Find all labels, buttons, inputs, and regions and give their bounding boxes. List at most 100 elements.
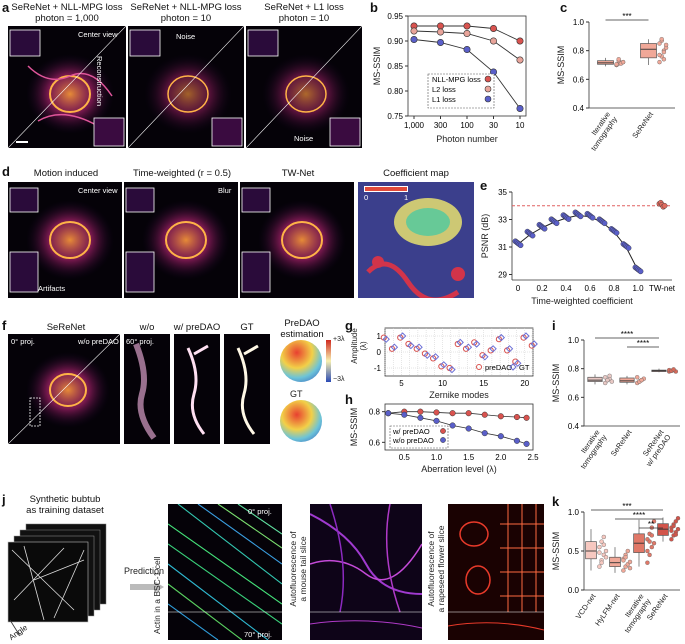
panel-label-d: d [2, 164, 10, 179]
c-ytick-label: 0.4 [573, 104, 585, 113]
panel-d-title-1: Motion induced [33, 168, 99, 179]
b-xlabel: Photon number [436, 134, 498, 144]
blur-label: Blur [218, 186, 232, 195]
k-point [597, 564, 602, 569]
panel-f-image-wo: 60° proj. [124, 334, 170, 444]
b-point [437, 38, 445, 46]
g-xtick-label: 10 [438, 379, 447, 388]
g-gt-point [398, 332, 407, 340]
h-point [497, 413, 504, 420]
panel-label-a: a [2, 0, 10, 15]
e-point [541, 225, 548, 232]
coefficient-map: 0 1 [358, 182, 474, 298]
i-category-label: Iterativetomography [572, 428, 609, 471]
c-ylabel: MS-SSIM [556, 46, 566, 85]
panel-label-b: b [370, 0, 378, 15]
k-point [645, 560, 650, 565]
b-xtick-label: 300 [434, 121, 448, 130]
noise-label-2: Noise [294, 134, 314, 143]
c-point [657, 59, 662, 65]
g-legend-marker [476, 364, 482, 370]
b-legend-entry: L2 loss [432, 85, 456, 94]
k-point [669, 537, 674, 542]
e-xtick-label: 0 [516, 284, 521, 293]
chart-h: 0.6 0.8 0.5 1.0 1.5 2.0 2.5 Aberration level (λ… [349, 403, 539, 474]
h-ytick-label: 0.6 [369, 438, 381, 447]
i-box [619, 377, 635, 383]
g-gt-point [464, 343, 473, 351]
k-point [669, 528, 674, 533]
panel-label-f: f [2, 318, 7, 333]
panel-d-image-3 [240, 182, 354, 298]
k-point [623, 555, 628, 560]
panel-f-image-w [174, 334, 220, 444]
i-category-label: SeReNet [609, 427, 634, 458]
b-xtick-label: 100 [460, 121, 474, 130]
b-legend-marker [484, 95, 492, 103]
b-point [410, 35, 418, 43]
e-ytick-label: 35 [498, 188, 507, 197]
j-proj0-label: 0° proj. [248, 507, 272, 516]
colorbar [326, 340, 331, 382]
g-xtick-label: 20 [520, 379, 529, 388]
e-xtick-label: 1.0 [632, 284, 644, 293]
e-ytick-label: 33 [498, 216, 507, 225]
k-point [601, 534, 606, 540]
h-point [523, 414, 530, 421]
wo-label: w/o preDAO [78, 337, 119, 346]
k-point [603, 548, 609, 554]
h-point [433, 409, 440, 416]
k-point [649, 544, 655, 550]
b-ytick-label: 0.95 [387, 12, 403, 21]
h-xtick-label: 0.5 [399, 453, 411, 462]
k-point [599, 560, 604, 565]
reconstruction-label: Reconstruction [95, 56, 104, 107]
g-gt-point [407, 341, 415, 350]
g-gt-point [514, 359, 522, 367]
e-xlabel: Time-weighted coefficient [531, 296, 633, 306]
panel-d-image-2: Blur [124, 182, 238, 298]
e-xtick-label: 0.2 [536, 284, 548, 293]
g-gt-point [382, 335, 390, 343]
i-ytick-label: 0.6 [568, 393, 580, 402]
g-gt-point [472, 340, 481, 348]
noise-label-1: Noise [176, 32, 196, 41]
b-point [516, 37, 524, 45]
gt-aberration-map [280, 400, 322, 442]
h-ytick-label: 0.8 [369, 408, 381, 417]
k-sig-label: **** [633, 511, 645, 520]
k-point [627, 559, 633, 565]
k-point [645, 548, 650, 554]
h-point [481, 430, 488, 437]
panel-label-h: h [345, 392, 353, 407]
e-point [601, 220, 608, 227]
b-xtick-label: 10 [516, 121, 525, 130]
panel-label-k: k [552, 494, 560, 509]
b-xtick-label: 1,000 [404, 121, 425, 130]
e-point [625, 245, 632, 251]
g-gt-point [440, 361, 448, 369]
g-gt-point [530, 340, 538, 348]
prediction-label: Prediction [124, 566, 165, 576]
c-ytick-label: 0.6 [573, 75, 585, 84]
h-legend-entry: w/ preDAO [392, 427, 430, 436]
center-view-label-d: Center view [78, 186, 118, 195]
g-gt-point [448, 365, 456, 374]
g-xtick-label: 5 [399, 379, 404, 388]
actin-vlabel-text: Actin in a BSC-1 cell [152, 556, 162, 634]
h-xtick-label: 2.5 [527, 453, 539, 462]
proj0-label: 0° proj. [11, 337, 35, 346]
b-point [463, 45, 471, 53]
chart-e: 29 31 33 35 0 0.2 0.4 0.6 0.8 1.0 TW-net Time-weigh… [480, 188, 676, 306]
b-legend-marker [484, 75, 492, 83]
panel-d-title-3: TW-Net [281, 168, 315, 179]
g-ylabel: Amplitude(λ) [350, 328, 368, 364]
k-box [609, 556, 621, 567]
panel-f-image-main: 0° proj. w/o preDAO [8, 334, 120, 444]
k-point [625, 548, 631, 554]
i-ytick-label: 0.8 [568, 365, 580, 374]
g-gt-point [431, 353, 440, 361]
